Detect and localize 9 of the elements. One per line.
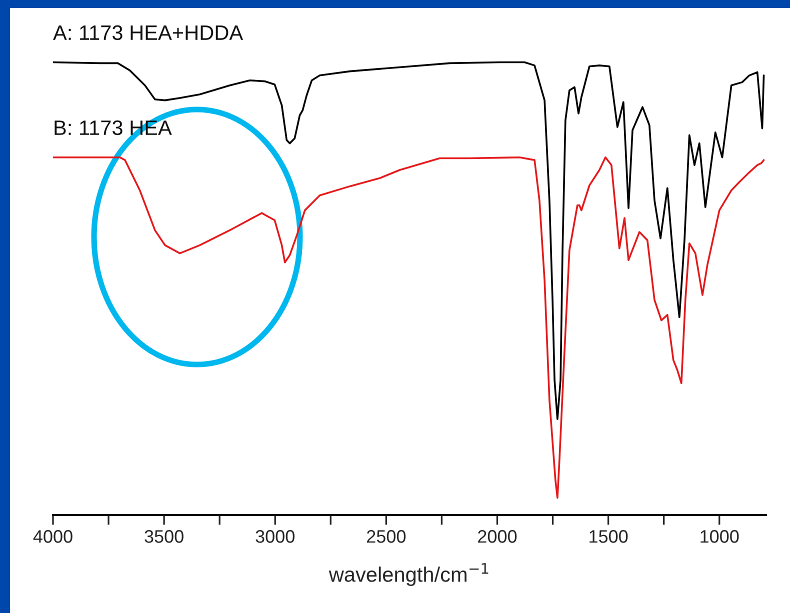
x-tick-label: 3000 xyxy=(256,530,294,543)
x-tick-label: 1000 xyxy=(700,530,739,543)
x-tick-label: 2000 xyxy=(478,530,517,543)
x-tick-label: 2500 xyxy=(367,530,406,543)
series-label: A: 1173 HEA+HDDA xyxy=(53,25,244,40)
x-axis-title: wavelength/cm$^{−1}$ xyxy=(328,563,488,586)
x-tick-label: 1500 xyxy=(590,530,628,543)
x-tick-label: 4000 xyxy=(33,530,72,543)
x-tick-label: 3500 xyxy=(144,530,184,543)
